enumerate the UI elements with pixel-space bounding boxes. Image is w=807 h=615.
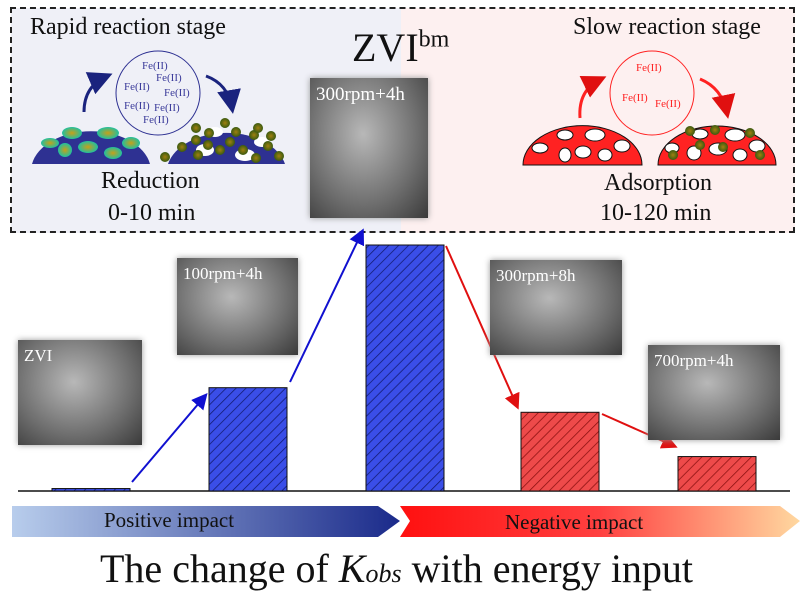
reduction-label: Reduction <box>101 168 200 194</box>
arrow-icon <box>205 74 241 114</box>
species-label: Fe(II) <box>143 114 169 126</box>
species-label: Fe(II) <box>154 102 180 114</box>
bar-300rpm-4h <box>365 244 445 492</box>
caption: The change of Kobs with energy input <box>100 545 693 592</box>
species-label: Fe(II) <box>124 100 150 112</box>
adsorbed-particle-icon <box>657 125 777 166</box>
caption-text: with energy input <box>401 546 694 591</box>
bar-100rpm-4h <box>208 387 288 492</box>
fe-ii-pool-circle <box>609 50 695 136</box>
caption-k: K <box>338 546 366 591</box>
sem-image-zvi: ZVI <box>18 340 142 445</box>
bar-700rpm-4h <box>677 456 757 492</box>
species-label: Fe(II) <box>156 72 182 84</box>
sem-image-300rpm-8h: 300rpm+8h <box>490 260 622 355</box>
arrow-icon <box>699 77 736 119</box>
species-label: Fe(II) <box>636 62 662 74</box>
bar-300rpm-8h <box>520 411 600 492</box>
trend-arrow <box>601 413 678 449</box>
sem-label: 300rpm+8h <box>496 266 576 285</box>
title-main: ZVI <box>352 25 419 70</box>
reduction-time: 0-10 min <box>108 200 196 226</box>
trend-arrow <box>131 392 208 483</box>
bar-zvi <box>51 488 131 492</box>
reduced-particle-icon <box>160 118 285 164</box>
trend-arrow <box>289 228 365 383</box>
sem-label: 100rpm+4h <box>183 264 263 283</box>
adsorption-time: 10-120 min <box>600 200 712 226</box>
negative-impact-label: Negative impact <box>505 510 644 534</box>
title-sup: bm <box>418 26 450 53</box>
caption-text: The change of <box>100 546 339 591</box>
species-label: Fe(II) <box>124 81 150 93</box>
species-label: Fe(II) <box>164 87 190 99</box>
positive-impact-label: Positive impact <box>104 508 235 532</box>
arrow-icon <box>578 75 607 119</box>
species-label: Fe(II) <box>655 98 681 110</box>
positive-impact-band <box>12 506 400 537</box>
zvi-particle-icon <box>32 127 150 164</box>
slow-stage-title: Slow reaction stage <box>573 14 761 40</box>
sem-image-300rpm-4h: 300rpm+4h <box>310 78 428 218</box>
arrow-icon <box>82 72 113 113</box>
sem-label: ZVI <box>24 346 53 365</box>
sem-label: 300rpm+4h <box>316 84 405 105</box>
caption-sub: obs <box>365 559 402 588</box>
sem-label: 700rpm+4h <box>654 351 734 370</box>
fe-ii-pool-circle <box>115 50 201 136</box>
adsorbent-particle-icon <box>522 125 643 166</box>
species-label: Fe(II) <box>622 92 648 104</box>
species-label: Fe(II) <box>142 60 168 72</box>
zvi-bm-title: ZVIbm <box>352 24 449 71</box>
negative-impact-band <box>400 506 800 537</box>
slow-stage-panel <box>401 8 795 233</box>
adsorption-label: Adsorption <box>604 170 712 196</box>
sem-image-100rpm-4h: 100rpm+4h <box>177 258 298 355</box>
sem-image-700rpm-4h: 700rpm+4h <box>648 345 780 440</box>
trend-arrow <box>445 245 520 410</box>
stage-frame <box>10 7 795 233</box>
rapid-stage-title: Rapid reaction stage <box>30 14 226 40</box>
